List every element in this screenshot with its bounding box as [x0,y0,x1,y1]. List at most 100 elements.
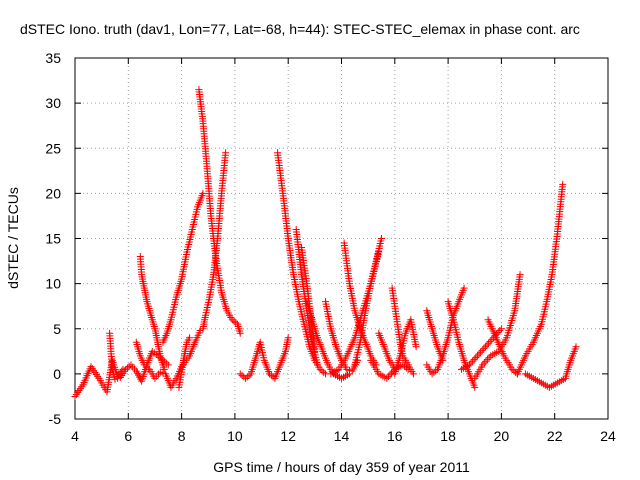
data-point [475,350,483,358]
x-axis-label: GPS time / hours of day 359 of year 2011 [213,459,470,475]
data-point [412,343,420,351]
data-point [496,327,504,335]
y-tick-label: -5 [49,411,62,427]
data-point [123,364,131,372]
data-point [222,149,230,157]
data-point [384,373,392,381]
data-point [479,361,487,369]
series-a22 [391,316,420,378]
data-point [377,235,385,242]
series-a29 [513,180,567,378]
data-point [383,374,391,382]
data-point [245,371,253,379]
data-point [494,328,502,336]
data-point [199,189,207,197]
x-tick-label: 12 [280,428,296,444]
series-a9 [199,149,230,333]
data-point [480,359,488,367]
data-point [497,325,505,333]
y-tick-label: 35 [45,50,61,66]
data-point [481,343,489,351]
x-tick-label: 14 [334,428,350,444]
series-a11 [274,149,330,378]
series-a8 [195,86,244,337]
series-a18 [351,235,385,369]
data-point [230,317,238,325]
data-point [432,367,440,375]
x-tick-label: 24 [600,428,616,444]
data-point [125,362,133,370]
data-point [386,371,394,379]
grid [75,58,608,419]
data-points [71,86,580,400]
series-a20 [388,284,417,378]
data-point [508,365,516,373]
series-a30 [521,343,580,391]
data-point [572,343,580,351]
data-point [460,284,468,292]
series-a3 [136,253,168,373]
data-point [238,371,246,379]
y-axis-label: dSTEC / TECUs [5,187,21,289]
x-tick-label: 6 [124,428,132,444]
series-a10 [236,334,292,382]
data-point [559,180,567,188]
data-point [236,329,244,337]
data-point [469,357,477,365]
y-tick-label: 20 [45,185,61,201]
y-tick-label: 5 [53,321,61,337]
series-a28 [484,316,521,378]
data-point [486,337,494,345]
y-tick-label: 10 [45,276,61,292]
data-point [232,319,240,327]
data-point [430,368,438,376]
chart-title: dSTEC Iono. truth (dav1, Lon=77, Lat=-68… [20,21,580,37]
data-point [471,383,479,391]
data-point [478,346,486,354]
data-point [484,355,492,363]
data-point [236,370,244,378]
data-point [510,367,518,375]
data-point [314,361,322,369]
x-tick-label: 4 [71,428,79,444]
data-point [483,341,491,349]
data-point [480,345,488,353]
x-tick-label: 8 [178,428,186,444]
data-point [401,362,409,370]
data-point [388,369,396,377]
data-point [122,365,130,373]
series-a24 [423,284,468,378]
series-a2 [106,329,172,385]
data-point [470,355,478,363]
series-a7 [175,334,194,391]
data-point [284,334,292,342]
data-point [477,348,485,356]
data-point [242,374,250,382]
data-point [465,361,473,369]
data-point [160,365,168,373]
series-a15 [322,298,361,375]
y-tick-label: 0 [53,366,61,382]
y-axis: -5 0 5 10 15 20 25 30 35 [45,50,608,427]
data-point [186,334,194,342]
data-point [266,370,274,378]
data-point [243,373,251,381]
series-a27 [471,271,524,382]
x-tick-label: 20 [494,428,510,444]
data-point [467,359,475,367]
data-point [311,347,319,355]
series-a6 [159,189,207,346]
x-tick-label: 18 [440,428,456,444]
x-axis: 4 6 8 10 12 14 16 18 20 22 24 [71,58,616,444]
data-point [472,354,480,362]
data-point [228,316,236,324]
y-tick-label: 15 [45,231,61,247]
x-tick-label: 22 [547,428,563,444]
y-tick-label: 25 [45,140,61,156]
y-tick-label: 30 [45,95,61,111]
data-point [485,354,493,362]
data-point [316,365,324,373]
data-point [409,370,417,378]
